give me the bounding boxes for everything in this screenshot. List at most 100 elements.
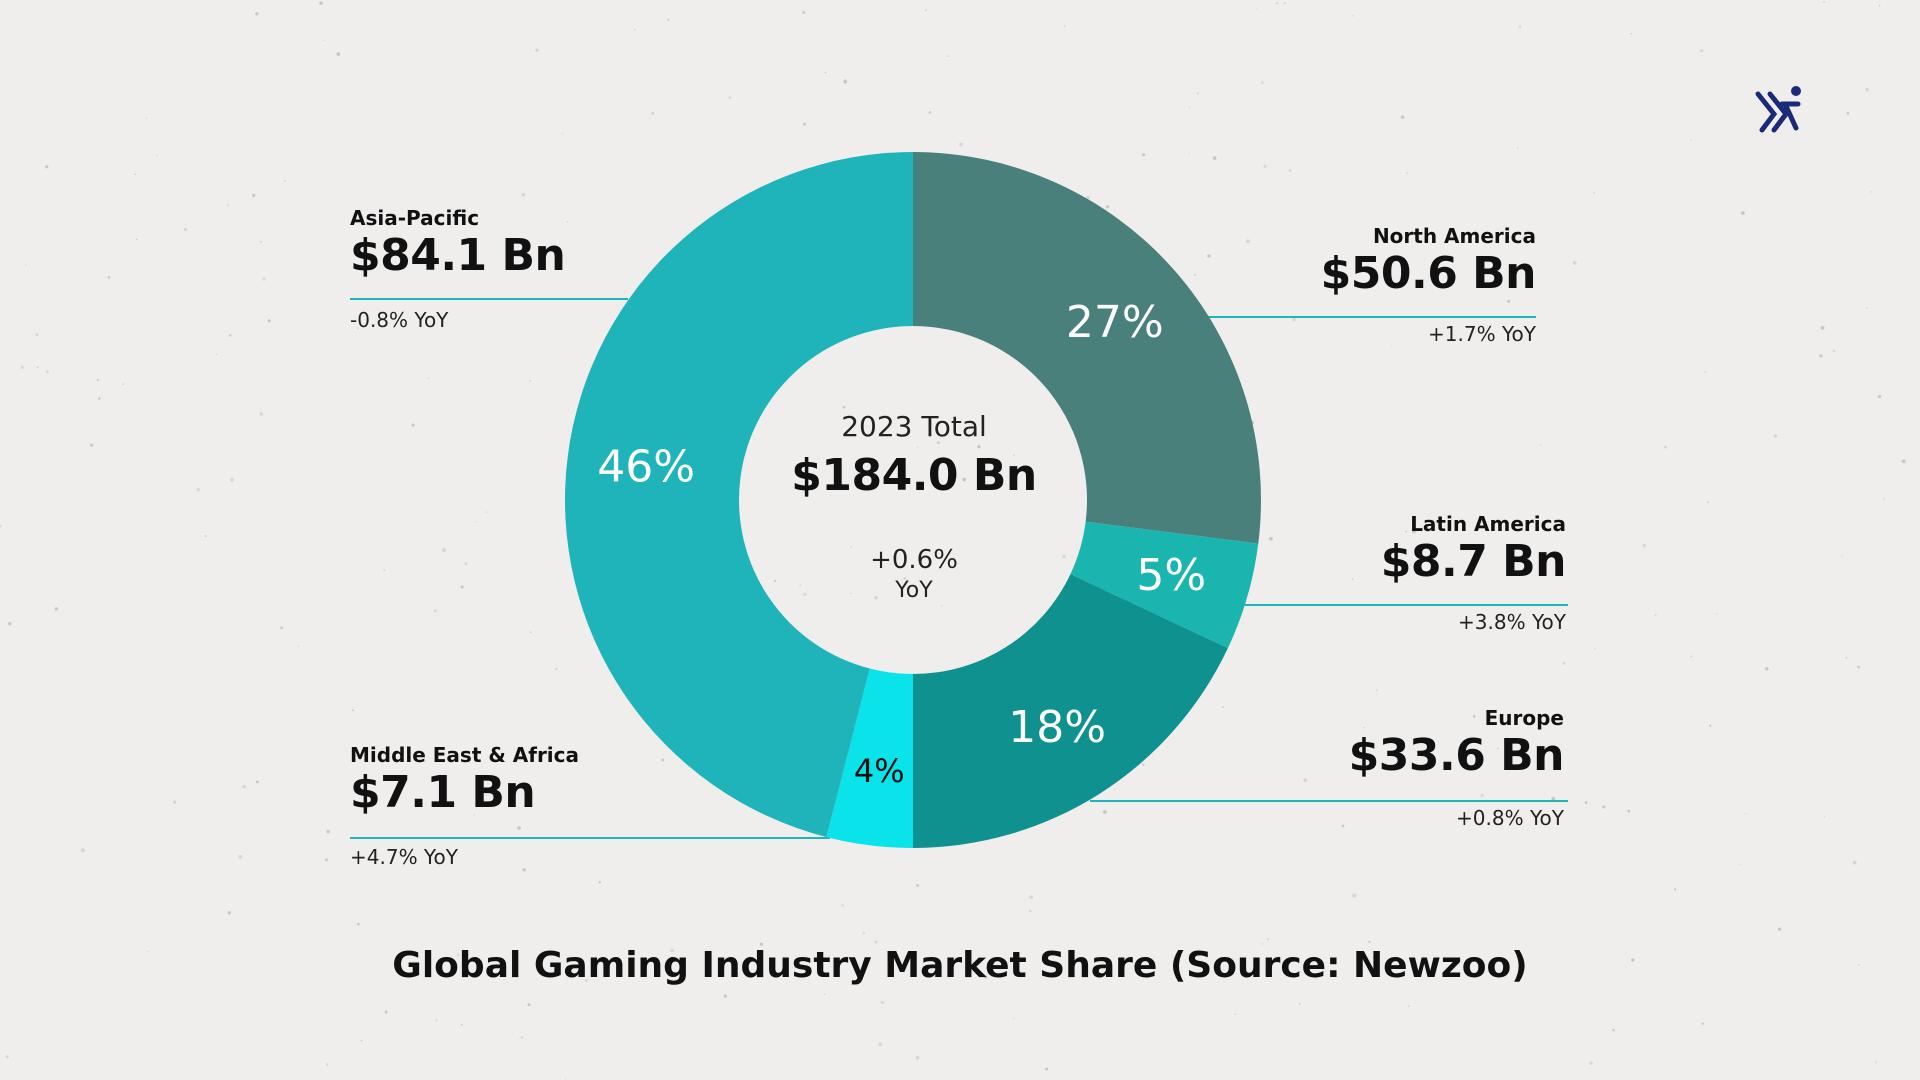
paper-speck [1141, 763, 1145, 767]
region-latin-america: Latin America $8.7 Bn +3.8% YoY [1266, 512, 1567, 634]
paper-speck [89, 443, 94, 447]
paper-speck [464, 562, 468, 566]
paper-speck [1255, 7, 1258, 9]
paper-speck [1368, 940, 1371, 943]
paper-speck [135, 238, 138, 241]
paper-speck [803, 122, 807, 126]
paper-speck [449, 264, 452, 268]
paper-speck [928, 111, 932, 114]
paper-speck [1298, 1002, 1301, 1005]
paper-speck [841, 904, 844, 907]
paper-speck [1045, 1067, 1049, 1071]
paper-speck [259, 240, 263, 244]
paper-speck [1773, 434, 1778, 438]
total-label: 2023 Total [841, 410, 987, 443]
paper-speck [527, 1003, 531, 1007]
paper-speck [529, 379, 532, 382]
paper-speck [947, 55, 950, 58]
paper-speck [1630, 33, 1633, 35]
paper-speck [1592, 191, 1596, 194]
paper-speck [1701, 1022, 1704, 1025]
paper-speck [267, 319, 271, 323]
paper-speck [1820, 326, 1825, 330]
paper-speck [1852, 860, 1857, 865]
paper-speck [122, 383, 125, 386]
paper-speck [1642, 543, 1647, 548]
paper-speck [1375, 689, 1378, 692]
paper-speck [850, 592, 852, 595]
paper-speck [850, 546, 852, 548]
paper-speck [899, 474, 903, 478]
paper-speck [1351, 15, 1354, 17]
paper-speck [1823, 815, 1826, 818]
paper-speck [1739, 864, 1741, 866]
paper-speck [1193, 273, 1197, 277]
paper-speck [0, 524, 2, 528]
region-value: $33.6 Bn [1348, 730, 1565, 781]
region-name: Latin America [1410, 512, 1566, 536]
paper-speck [255, 12, 259, 16]
paper-speck [147, 950, 149, 953]
paper-speck [5, 1055, 9, 1059]
paper-speck [874, 940, 878, 944]
paper-speck [435, 1019, 438, 1022]
paper-speck [1841, 554, 1843, 557]
paper-speck [229, 334, 232, 337]
paper-speck [1263, 164, 1267, 168]
paper-speck [878, 1042, 883, 1047]
paper-speck [1196, 92, 1200, 95]
region-value: $84.1 Bn [350, 230, 566, 281]
paper-speck [728, 96, 732, 100]
paper-speck [843, 79, 848, 84]
paper-speck [1866, 307, 1868, 310]
paper-speck [1612, 1029, 1615, 1032]
paper-speck [262, 277, 266, 281]
paper-speck [326, 830, 330, 834]
paper-speck [255, 780, 259, 784]
paper-speck [1188, 106, 1191, 109]
paper-speck [1406, 172, 1408, 174]
paper-speck [475, 520, 477, 523]
paper-speck [1527, 747, 1530, 749]
paper-speck [297, 645, 300, 647]
paper-speck [411, 423, 415, 427]
paper-speck [433, 609, 437, 613]
donut-slice-asia-pacific [565, 152, 913, 838]
paper-speck [280, 626, 283, 630]
paper-speck [336, 52, 341, 57]
paper-speck [977, 444, 981, 449]
slice-percent-label: 27% [1066, 297, 1164, 348]
paper-speck [1401, 115, 1405, 119]
paper-speck [842, 406, 846, 409]
paper-speck [1303, 778, 1308, 783]
paper-speck [460, 585, 464, 589]
paper-speck [564, 1077, 567, 1080]
paper-speck [357, 327, 359, 330]
paper-speck [1589, 1061, 1593, 1065]
region-yoy: +4.7% YoY [350, 845, 458, 869]
paper-speck [1275, 2, 1279, 5]
paper-speck [520, 1036, 524, 1039]
paper-speck [1405, 530, 1408, 533]
paper-speck [1777, 927, 1782, 931]
region-europe: Europe $33.6 Bn +0.8% YoY [1264, 706, 1565, 830]
paper-speck [96, 378, 99, 381]
donut-slice-europe [913, 574, 1228, 848]
paper-speck [1029, 910, 1032, 913]
paper-speck [1472, 715, 1476, 718]
paper-speck [535, 48, 539, 52]
paper-speck [1341, 824, 1345, 828]
region-name: North America [1372, 224, 1536, 248]
paper-speck [1207, 254, 1211, 258]
paper-speck [555, 667, 558, 671]
paper-speck [1288, 169, 1292, 172]
paper-speck [874, 595, 878, 600]
paper-speck [145, 117, 148, 120]
paper-speck [1654, 614, 1657, 617]
paper-speck [511, 1032, 513, 1034]
paper-speck [456, 953, 460, 957]
paper-speck [1411, 529, 1416, 534]
total-change: +0.6% [870, 545, 958, 575]
paper-speck [259, 412, 263, 416]
